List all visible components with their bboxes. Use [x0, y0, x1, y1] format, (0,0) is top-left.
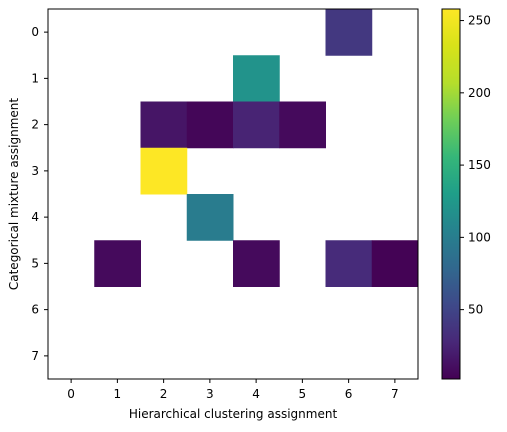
heatmap-cell [140, 101, 188, 149]
x-tick-label: 7 [391, 387, 399, 401]
x-tick-label: 6 [345, 387, 353, 401]
heatmap-cells [94, 9, 419, 287]
x-tick-label: 4 [252, 387, 260, 401]
colorbar-tick-label: 100 [468, 230, 491, 244]
heatmap-cell [371, 240, 419, 287]
heatmap-cell [233, 101, 280, 149]
x-tick-label: 3 [206, 387, 214, 401]
y-tick-label: 3 [31, 164, 39, 178]
heatmap-cell [233, 240, 280, 287]
y-axis-label: Categorical mixture assignment [7, 98, 21, 291]
y-tick-label: 0 [31, 25, 39, 39]
colorbar-tick-label: 200 [468, 86, 491, 100]
colorbar-tick-label: 50 [468, 303, 483, 317]
heatmap-cell [233, 55, 280, 102]
y-tick-label: 6 [31, 303, 39, 317]
y-tick-label: 1 [31, 71, 39, 85]
heatmap-cell [279, 101, 326, 149]
plot-frame [47, 8, 419, 380]
heatmap-cell [140, 147, 188, 195]
heatmap-cell [325, 240, 373, 287]
heatmap-cell [186, 194, 234, 241]
colorbar [441, 8, 461, 380]
colorbar-ticks: 50 100 150 200 250 [460, 14, 491, 317]
x-tick-label: 0 [67, 387, 75, 401]
x-tick-label: 2 [160, 387, 168, 401]
x-axis-label: Hierarchical clustering assignment [129, 407, 338, 421]
x-tick-label: 5 [299, 387, 307, 401]
y-tick-label: 7 [31, 349, 39, 363]
y-tick-label: 5 [31, 256, 39, 270]
y-tick-label: 4 [31, 210, 39, 224]
heatmap-cell [94, 240, 141, 287]
heatmap-cell [325, 9, 373, 56]
x-axis-ticks: 0 1 2 3 4 5 6 7 [67, 379, 399, 401]
y-tick-label: 2 [31, 118, 39, 132]
colorbar-tick-label: 250 [468, 14, 491, 28]
x-tick-label: 1 [114, 387, 122, 401]
colorbar-tick-label: 150 [468, 158, 491, 172]
heatmap-cell [186, 101, 234, 149]
y-axis-ticks: 0 1 2 3 4 5 6 7 [31, 25, 48, 363]
